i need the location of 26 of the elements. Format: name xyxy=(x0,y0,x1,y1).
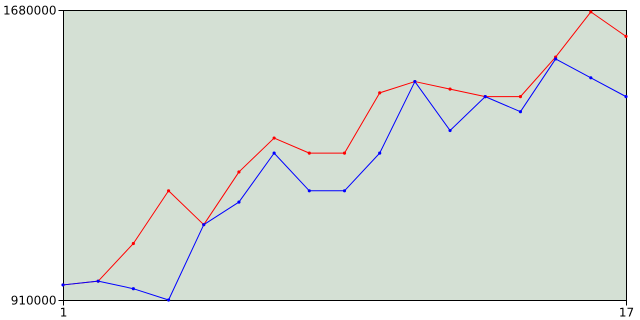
point xyxy=(589,76,592,80)
point xyxy=(378,152,382,155)
y-tick-label: 910000 xyxy=(10,294,56,308)
y-tick-label: 1680000 xyxy=(3,4,56,18)
point xyxy=(342,152,346,155)
point xyxy=(518,110,522,114)
point xyxy=(166,189,170,192)
point xyxy=(589,10,592,14)
point xyxy=(272,136,276,140)
x-tick-label: 1 xyxy=(60,306,68,320)
point xyxy=(237,170,241,174)
point xyxy=(132,242,135,246)
point xyxy=(342,189,346,192)
point xyxy=(518,95,522,98)
point xyxy=(272,152,276,155)
point xyxy=(624,34,628,38)
point xyxy=(378,91,382,94)
point xyxy=(448,88,452,91)
point xyxy=(308,152,311,155)
point xyxy=(132,287,135,290)
point xyxy=(308,189,311,192)
point xyxy=(624,95,628,98)
x-tick-label: 17 xyxy=(618,306,634,320)
point xyxy=(166,298,170,302)
point xyxy=(448,128,452,132)
point xyxy=(237,200,241,204)
